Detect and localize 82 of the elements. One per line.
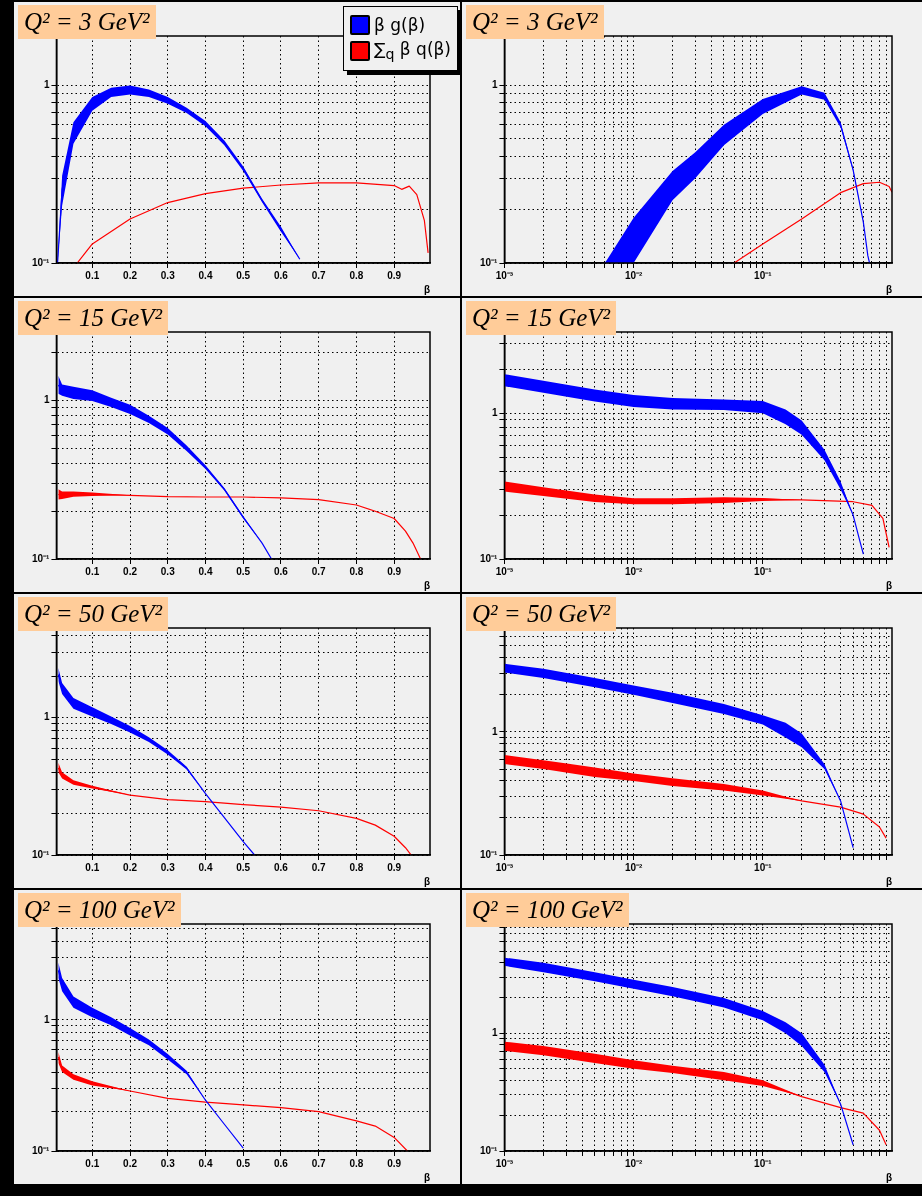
x-tick-label: 0.4: [198, 269, 213, 281]
chart-title: Q² = 3 GeV²: [466, 5, 604, 39]
chart-title: Q² = 15 GeV²: [18, 301, 169, 335]
y-tick-label: 1: [491, 79, 498, 91]
x-tick-label: 10⁻³: [495, 565, 514, 577]
x-axis-title: β: [885, 875, 892, 887]
y-tick-label: 10⁻¹: [480, 1144, 499, 1156]
x-tick-label: 0.9: [387, 565, 402, 577]
x-axis-title: β: [423, 579, 430, 591]
y-tick-label: 10⁻¹: [480, 256, 499, 268]
x-tick-label: 10⁻¹: [754, 565, 773, 577]
x-tick-label: 0.3: [160, 269, 176, 281]
x-tick-label: 0.3: [160, 565, 176, 577]
chart-title: Q² = 50 GeV²: [18, 597, 169, 631]
x-tick-label: 0.8: [349, 861, 364, 873]
x-tick-label: 0.8: [349, 565, 364, 577]
chart-title: Q² = 50 GeV²: [466, 597, 617, 631]
x-tick-label: 10⁻¹: [754, 1157, 773, 1169]
x-tick-label: 0.4: [198, 565, 213, 577]
x-tick-label: 0.1: [85, 861, 100, 873]
x-tick-label: 0.3: [160, 1157, 176, 1169]
x-tick-label: 0.1: [85, 1157, 100, 1169]
chart-title: Q² = 100 GeV²: [18, 893, 181, 927]
x-tick-label: 0.4: [198, 1157, 213, 1169]
x-tick-label: 0.3: [160, 861, 176, 873]
x-axis-title: β: [423, 283, 430, 295]
x-tick-label: 0.1: [85, 269, 100, 281]
x-tick-label: 10⁻³: [495, 269, 514, 281]
x-tick-label: 0.9: [387, 861, 402, 873]
y-tick-label: 1: [43, 1013, 50, 1025]
x-tick-label: 0.2: [123, 861, 138, 873]
x-tick-label: 0.2: [123, 1157, 138, 1169]
x-tick-label: 0.8: [349, 269, 364, 281]
x-tick-label: 0.7: [311, 1157, 327, 1169]
chart-title: Q² = 100 GeV²: [466, 893, 629, 927]
y-tick-label: 10⁻¹: [32, 1144, 51, 1156]
x-axis-title: β: [885, 579, 892, 591]
y-tick-label: 1: [491, 1027, 498, 1039]
y-tick-label: 1: [491, 725, 498, 737]
x-tick-label: 0.6: [274, 861, 289, 873]
x-tick-label: 0.5: [236, 1157, 251, 1169]
y-tick-label: 10⁻¹: [32, 552, 51, 564]
x-tick-label: 0.6: [274, 1157, 289, 1169]
x-tick-label: 0.6: [274, 565, 289, 577]
x-tick-label: 0.4: [198, 861, 213, 873]
x-axis-title: β: [885, 1171, 892, 1183]
x-tick-label: 0.2: [123, 269, 138, 281]
x-tick-label: 0.5: [236, 565, 251, 577]
y-tick-label: 10⁻¹: [480, 552, 499, 564]
x-axis-title: β: [885, 283, 892, 295]
x-tick-label: 10⁻¹: [754, 269, 773, 281]
x-tick-label: 0.7: [311, 861, 327, 873]
chart-title: Q² = 15 GeV²: [466, 301, 617, 335]
y-tick-label: 1: [43, 711, 50, 723]
x-tick-label: 0.7: [311, 269, 327, 281]
x-tick-label: 10⁻²: [624, 269, 644, 281]
x-tick-label: 0.5: [236, 269, 251, 281]
legend-label: β g(β): [373, 15, 426, 35]
x-tick-label: 0.9: [387, 269, 402, 281]
y-tick-label: 10⁻¹: [480, 848, 499, 860]
x-tick-label: 10⁻²: [624, 1157, 644, 1169]
x-tick-label: 0.6: [274, 269, 289, 281]
y-tick-label: 10⁻¹: [32, 848, 51, 860]
x-tick-label: 10⁻¹: [754, 861, 773, 873]
x-tick-label: 10⁻²: [624, 861, 644, 873]
x-tick-label: 0.2: [123, 565, 138, 577]
x-axis-title: β: [423, 1171, 430, 1183]
y-tick-label: 10⁻¹: [32, 256, 51, 268]
x-tick-label: 0.7: [311, 565, 327, 577]
legend-label: ∑$_{q}$ β q(β): [373, 39, 451, 63]
x-axis-title: β: [423, 875, 430, 887]
y-tick-label: 1: [491, 406, 498, 418]
x-tick-label: 10⁻³: [495, 1157, 514, 1169]
x-tick-label: 10⁻³: [495, 861, 514, 873]
x-tick-label: 10⁻²: [624, 565, 644, 577]
x-tick-label: 0.8: [349, 1157, 364, 1169]
x-tick-label: 0.9: [387, 1157, 402, 1169]
x-tick-label: 0.5: [236, 861, 251, 873]
chart-title: Q² = 3 GeV²: [18, 5, 156, 39]
x-tick-label: 0.1: [85, 565, 100, 577]
y-tick-label: 1: [43, 394, 50, 406]
y-tick-label: 1: [43, 79, 50, 91]
